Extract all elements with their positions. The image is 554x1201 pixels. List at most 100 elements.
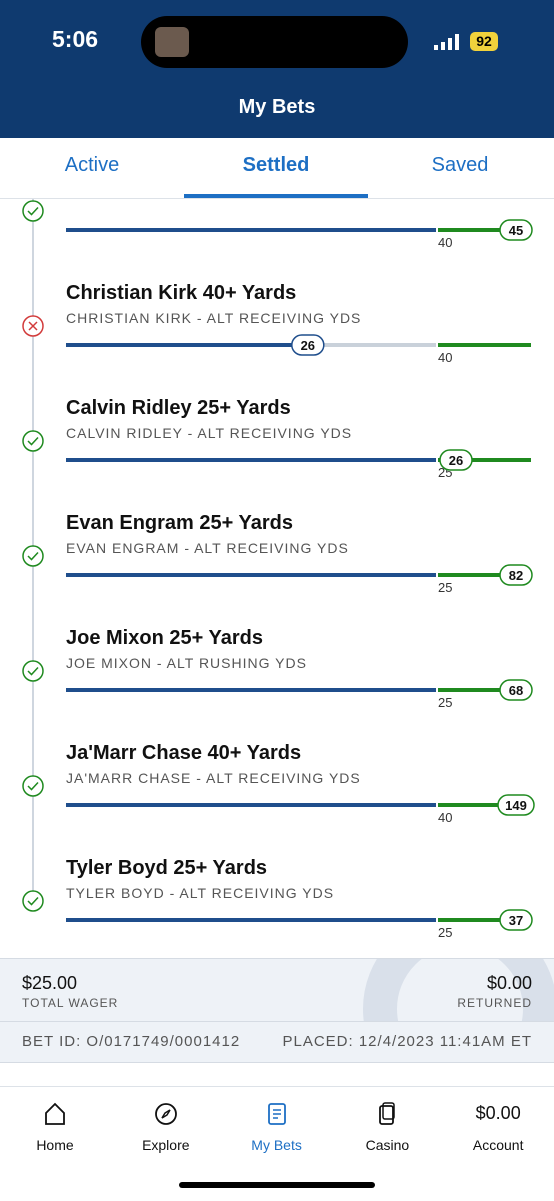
nav-label: Account: [472, 1137, 524, 1153]
target-bar: [438, 688, 531, 692]
check-mark: [27, 781, 39, 791]
tab[interactable]: Active: [64, 154, 120, 176]
progress-bar: [66, 688, 436, 692]
result-bubble: [439, 449, 473, 471]
nav-icon: [267, 1103, 286, 1125]
leg-subtitle: TYLER BOYD - ALT RECEIVING YDS: [66, 885, 334, 901]
won-icon: [22, 430, 44, 452]
result-value: 26: [449, 453, 463, 468]
progress-bar: [66, 343, 308, 347]
bet-leg: Christian Kirk 40+ Yards CHRISTIAN KIRK -…: [22, 282, 531, 365]
bet-info: BET ID: O/0171749/0001412 PLACED: 12/4/2…: [0, 1022, 554, 1063]
nav-icon: [154, 1103, 177, 1125]
result-value: 82: [509, 568, 523, 583]
threshold-label: 40: [438, 350, 452, 365]
status-time: 5:06: [52, 26, 99, 52]
bottom-nav: Home Explore My Bets Casino $0.00 Account: [0, 1086, 554, 1201]
signal-icon: [434, 34, 459, 50]
leg-subtitle: JOE MIXON - ALT RUSHING YDS: [66, 655, 307, 671]
result-value: 26: [301, 338, 315, 353]
tab[interactable]: Settled: [242, 154, 310, 176]
won-icon: [22, 775, 44, 797]
result-value: 149: [505, 798, 527, 813]
result-bubble: [291, 334, 325, 356]
result-bubble: [499, 219, 533, 241]
leg-title: Evan Engram 25+ Yards: [66, 512, 293, 534]
leg-subtitle: CALVIN RIDLEY - ALT RECEIVING YDS: [66, 425, 352, 441]
cross-mark: [28, 321, 38, 331]
target-bar: [438, 803, 531, 807]
bet-id: BET ID: O/0171749/0001412: [22, 1033, 241, 1050]
progress-bar: [66, 458, 436, 462]
result-bubble: [499, 564, 533, 586]
wager-summary: $25.00 TOTAL WAGER $0.00 RETURNED: [0, 958, 554, 1022]
nav-item[interactable]: Home: [0, 1087, 110, 1167]
placed-date: PLACED: 12/4/2023 11:41AM ET: [282, 1033, 532, 1050]
result-bubble: [497, 794, 535, 816]
leg-title: Joe Mixon 25+ Yards: [66, 627, 263, 649]
album-art: [155, 27, 189, 57]
nav-label: My Bets: [251, 1137, 302, 1153]
check-mark: [27, 436, 39, 446]
won-icon: [22, 200, 44, 222]
leg-subtitle: CHRISTIAN KIRK - ALT RECEIVING YDS: [66, 310, 361, 326]
battery-level: 92: [470, 32, 498, 51]
nav-icon: [379, 1102, 396, 1125]
leg-title: Tyler Boyd 25+ Yards: [66, 857, 267, 879]
result-bubble: [499, 909, 533, 931]
header: 5:06 92 My Bets: [0, 0, 554, 138]
leg-subtitle: JA'MARR CHASE - ALT RECEIVING YDS: [66, 770, 361, 786]
total-wager-label: TOTAL WAGER: [22, 996, 119, 1010]
total-wager: $25.00: [22, 973, 78, 993]
won-icon: [22, 545, 44, 567]
result-value: 45: [509, 223, 523, 238]
threshold-label: 40: [438, 235, 452, 250]
nav-item[interactable]: Explore: [111, 1087, 221, 1167]
result-value: 68: [509, 683, 523, 698]
check-mark: [27, 551, 39, 561]
bet-legs-list: 40 45 Christian Kirk 40+ Yards CHRISTIAN KI…: [22, 199, 535, 940]
home-indicator: [179, 1182, 375, 1188]
nav-item[interactable]: $0.00 Account: [443, 1087, 553, 1167]
tab-bar: Active Settled Saved: [0, 138, 554, 199]
progress-bar: [66, 573, 436, 577]
bet-leg: Evan Engram 25+ Yards EVAN ENGRAM - ALT R…: [22, 512, 533, 595]
nav-item[interactable]: Casino: [332, 1087, 442, 1167]
leg-title: Christian Kirk 40+ Yards: [66, 282, 296, 304]
check-mark: [27, 666, 39, 676]
target-bar: [438, 573, 531, 577]
progress-bar: [66, 228, 436, 232]
bet-leg: Tyler Boyd 25+ Yards TYLER BOYD - ALT REC…: [22, 857, 533, 940]
leg-title: Calvin Ridley 25+ Yards: [66, 397, 291, 419]
target-bar: [438, 228, 531, 232]
nav-icon: [45, 1102, 65, 1125]
check-mark: [27, 206, 39, 216]
nav-item[interactable]: My Bets: [222, 1087, 332, 1167]
bet-leg: Ja'Marr Chase 40+ Yards JA'MARR CHASE - A…: [22, 742, 535, 825]
won-icon: [22, 660, 44, 682]
threshold-label: 25: [438, 695, 452, 710]
threshold-label: 40: [438, 810, 452, 825]
bet-leg: Calvin Ridley 25+ Yards CALVIN RIDLEY - A…: [22, 397, 531, 480]
tab-underline: [184, 194, 368, 198]
watermark: [363, 959, 554, 1021]
nav-label: Home: [36, 1137, 74, 1153]
leg-subtitle: EVAN ENGRAM - ALT RECEIVING YDS: [66, 540, 349, 556]
returned-label: RETURNED: [457, 996, 532, 1010]
progress-bar: [66, 803, 436, 807]
remaining-bar: [307, 343, 436, 347]
threshold-label: 25: [438, 925, 452, 940]
tab[interactable]: Saved: [431, 154, 489, 176]
result-value: 37: [509, 913, 523, 928]
target-bar: [438, 343, 531, 347]
leg-title: Ja'Marr Chase 40+ Yards: [66, 742, 301, 764]
bet-leg: 40 45: [22, 200, 533, 250]
target-bar: [438, 918, 531, 922]
account-balance: $0.00: [475, 1103, 521, 1123]
check-mark: [27, 896, 39, 906]
progress-bar: [66, 918, 436, 922]
won-icon: [22, 890, 44, 912]
nav-label: Casino: [365, 1137, 410, 1153]
page-title: My Bets: [238, 96, 316, 118]
